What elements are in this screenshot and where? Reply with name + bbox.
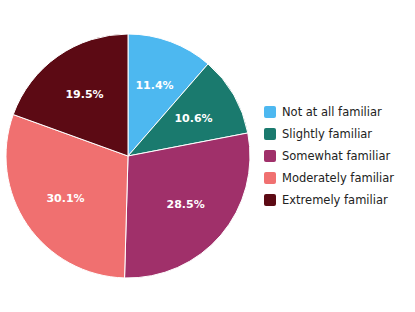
legend-label: Somewhat familiar xyxy=(282,149,390,163)
data-label: 19.5% xyxy=(65,88,103,101)
legend: Not at all familiar Slightly familiar Some… xyxy=(264,105,394,207)
legend-swatch xyxy=(264,172,276,184)
legend-swatch xyxy=(264,106,276,118)
data-label: 30.1% xyxy=(46,192,84,205)
pie-slice xyxy=(125,133,250,278)
data-label: 28.5% xyxy=(167,198,205,211)
data-label: 11.4% xyxy=(135,79,173,92)
legend-swatch xyxy=(264,150,276,162)
legend-label: Extremely familiar xyxy=(282,193,388,207)
legend-label: Not at all familiar xyxy=(282,105,382,119)
data-labels: 11.4% 10.6% 28.5% 30.1% 19.5% xyxy=(46,79,212,212)
chart-container: 11.4% 10.6% 28.5% 30.1% 19.5% Not at all fami… xyxy=(0,0,415,312)
pie-slices xyxy=(6,34,250,278)
data-label: 10.6% xyxy=(174,112,212,125)
pie-slice xyxy=(13,34,128,156)
legend-label: Slightly familiar xyxy=(282,127,372,141)
legend-swatch xyxy=(264,128,276,140)
chart-svg: 11.4% 10.6% 28.5% 30.1% 19.5% Not at all fami… xyxy=(0,0,415,312)
legend-label: Moderately familiar xyxy=(282,171,394,185)
legend-swatch xyxy=(264,194,276,206)
